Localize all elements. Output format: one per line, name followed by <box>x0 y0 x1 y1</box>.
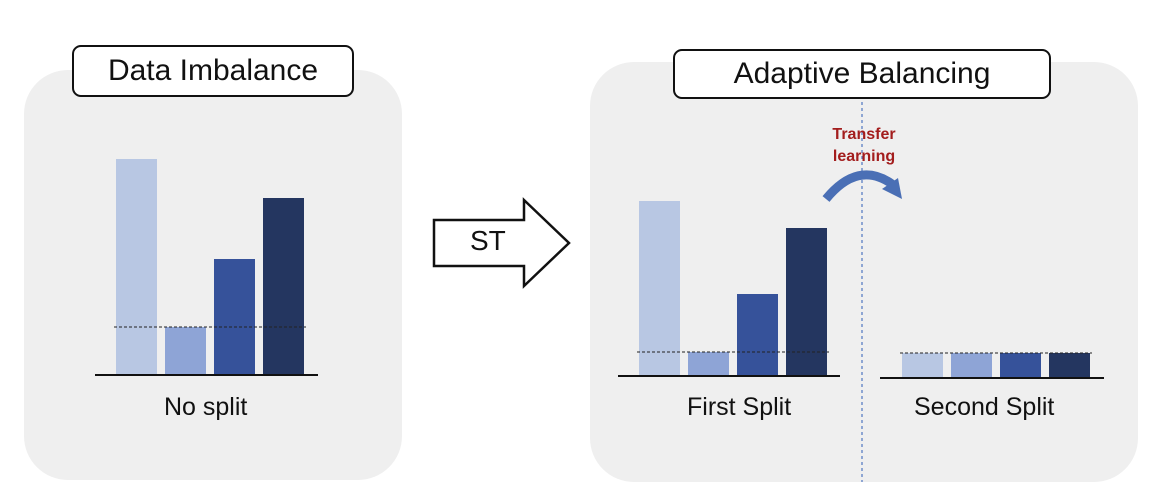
transfer-curve-arrow <box>822 170 895 202</box>
transfer-label-line2: learning <box>832 148 896 165</box>
data-imbalance-panel <box>24 70 402 480</box>
st-label: ST <box>470 225 506 256</box>
no-split-chart <box>95 159 318 376</box>
chart-second-bar-4 <box>1049 353 1090 378</box>
adaptive-balancing-panel <box>590 62 1138 482</box>
chart-first-bar-3 <box>737 294 778 376</box>
chart-second-bar-3 <box>1000 353 1041 378</box>
transfer-learning-label: Transfer learning <box>808 124 920 168</box>
transfer-label-line1: Transfer <box>832 126 896 143</box>
first-split-caption: First Split <box>687 393 792 421</box>
first-split-chart <box>618 201 840 377</box>
chart-second-bar-2 <box>951 353 992 378</box>
transfer-arrow-head <box>882 178 902 199</box>
second-split-caption: Second Split <box>914 393 1055 421</box>
chart-second-bar-1 <box>902 353 943 378</box>
st-arrow-shape <box>432 197 571 289</box>
chart-left-bar-2 <box>165 327 206 375</box>
data-imbalance-title: Data Imbalance <box>72 45 354 97</box>
chart-first-bar-4 <box>786 228 827 376</box>
chart-left-bar-1 <box>116 159 157 375</box>
no-split-caption: No split <box>164 393 248 421</box>
adaptive-balancing-title: Adaptive Balancing <box>673 49 1051 99</box>
chart-left-bar-4 <box>263 198 304 375</box>
second-split-chart <box>880 352 1104 379</box>
chart-first-bar-2 <box>688 352 729 376</box>
chart-first-bar-1 <box>639 201 680 376</box>
chart-left-bar-3 <box>214 259 255 375</box>
